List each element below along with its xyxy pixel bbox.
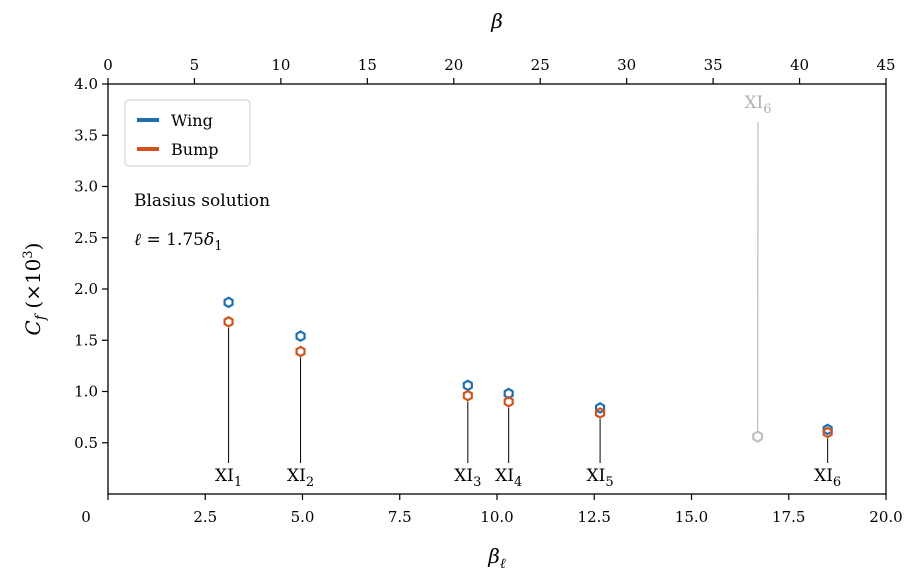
y-tick-label: 1.5 xyxy=(74,331,98,349)
faded-data-point xyxy=(752,430,764,443)
blasius-text: Blasius solution xyxy=(134,191,270,211)
x-tick-label: 17.5 xyxy=(772,508,805,526)
y-tick-label: 0.5 xyxy=(74,434,98,452)
bump-data-point xyxy=(595,407,606,419)
bump-data-point xyxy=(295,345,306,358)
x-tick-label: 5.0 xyxy=(291,508,315,526)
top-x-tick-label: 40 xyxy=(790,56,809,74)
top-x-tick-label: 5 xyxy=(190,56,200,74)
y-tick-label: 2.0 xyxy=(74,280,98,298)
x-tick-label: 20.0 xyxy=(869,508,902,526)
top-x-tick-label: 0 xyxy=(103,56,113,74)
x-tick-label: 0 xyxy=(81,508,91,526)
x-tick-label: 12.5 xyxy=(578,508,611,526)
ell-text: ℓ = 1.75δ1 xyxy=(134,230,223,254)
top-x-tick-label: 15 xyxy=(358,56,377,74)
y-tick-label: 3.5 xyxy=(74,126,98,144)
annotation-label: XI5 xyxy=(587,466,614,490)
x-tick-label: 10.0 xyxy=(480,508,513,526)
x-axis-label: βℓ xyxy=(487,544,506,572)
top-x-tick-label: 45 xyxy=(876,56,895,74)
y-tick-label: 2.5 xyxy=(74,229,98,247)
legend-label: Bump xyxy=(171,140,218,159)
y-tick-label: 3.0 xyxy=(74,178,98,196)
annotation-label: XI4 xyxy=(495,466,522,490)
bump-data-point xyxy=(223,315,234,328)
x-tick-label: 7.5 xyxy=(388,508,412,526)
annotation-label: XI6 xyxy=(814,466,841,490)
wing-data-point xyxy=(223,296,234,309)
x-tick-label: 2.5 xyxy=(193,508,217,526)
y-tick-label: 4.0 xyxy=(74,75,98,93)
annotation-label: XI1 xyxy=(215,466,242,490)
y-tick-label: 1.0 xyxy=(74,383,98,401)
y-axis-label: Cf (×103) xyxy=(21,243,49,336)
top-x-tick-label: 30 xyxy=(617,56,636,74)
wing-data-point xyxy=(822,423,833,436)
top-x-tick-label: 25 xyxy=(531,56,550,74)
annotation-label: XI2 xyxy=(287,466,314,490)
x-tick-label: 15.0 xyxy=(675,508,708,526)
bump-data-point xyxy=(503,395,514,408)
top-x-tick-label: 10 xyxy=(271,56,290,74)
bump-data-point xyxy=(822,426,833,439)
top-x-tick-label: 35 xyxy=(704,56,723,74)
wing-data-point xyxy=(595,402,606,414)
legend-label: Wing xyxy=(171,111,213,130)
wing-data-point xyxy=(295,330,306,343)
annotation-label: XI3 xyxy=(454,466,481,490)
top-x-axis-label: β xyxy=(490,9,503,33)
bump-data-point xyxy=(462,389,473,402)
faded-annotation-label: XI6 xyxy=(744,93,771,117)
wing-data-point xyxy=(462,379,473,392)
top-x-tick-label: 20 xyxy=(444,56,463,74)
